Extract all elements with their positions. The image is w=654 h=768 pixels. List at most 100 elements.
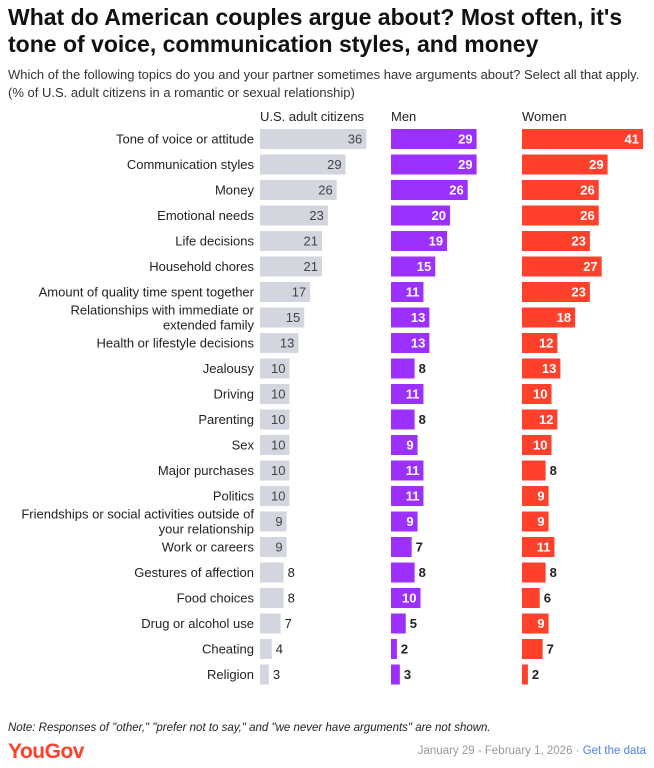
data-label-2-13: 8: [550, 463, 557, 478]
data-label-2-7: 18: [557, 310, 571, 325]
bar-2-2: [522, 180, 599, 200]
data-label-0-15: 9: [275, 514, 282, 529]
bar-1-21: [391, 664, 400, 685]
bar-2-17: [522, 562, 546, 583]
data-label-0-20: 4: [276, 642, 283, 657]
bar-2-21: [522, 664, 528, 685]
bar-2-9: [522, 358, 561, 379]
bar-0-21: [260, 664, 269, 685]
data-label-0-5: 21: [304, 259, 318, 274]
data-label-0-21: 3: [273, 667, 280, 682]
data-label-1-17: 8: [419, 565, 426, 580]
data-label-1-8: 13: [411, 336, 425, 351]
data-label-0-6: 17: [292, 285, 306, 300]
bar-0-20: [260, 639, 272, 659]
bar-0-7: [260, 307, 305, 328]
bar-2-1: [522, 154, 608, 175]
data-label-0-4: 21: [304, 234, 318, 249]
data-label-0-2: 26: [318, 183, 332, 198]
bar-0-2: [260, 180, 337, 200]
bar-2-8: [522, 333, 558, 353]
category-label-11: Parenting: [198, 412, 254, 427]
data-label-0-0: 36: [348, 132, 362, 147]
data-label-0-17: 8: [288, 565, 295, 580]
series-header-1: Men: [391, 109, 416, 124]
data-label-2-5: 27: [583, 259, 597, 274]
bar-0-11: [260, 409, 290, 430]
bar-0-19: [260, 613, 281, 634]
footer-separator: ·: [572, 745, 583, 757]
bar-1-4: [391, 231, 448, 251]
bar-0-13: [260, 460, 290, 481]
category-label-13: Major purchases: [158, 463, 255, 478]
category-label-12: Sex: [232, 438, 255, 453]
footnote: Note: Responses of "other," "prefer not …: [8, 722, 491, 734]
data-label-2-11: 12: [539, 412, 553, 427]
data-label-1-12: 9: [406, 438, 413, 453]
data-label-1-15: 9: [406, 514, 413, 529]
category-label-21: Religion: [207, 667, 254, 682]
footer: January 29 - February 1, 2026 · Get the …: [418, 745, 646, 757]
bar-2-11: [522, 409, 558, 430]
bar-2-19: [522, 613, 549, 634]
data-label-2-20: 7: [547, 642, 554, 657]
data-label-0-10: 10: [271, 387, 285, 402]
data-label-1-6: 11: [406, 285, 420, 300]
category-label-19: Drug or alcohol use: [141, 616, 254, 631]
bar-2-5: [522, 256, 602, 277]
data-label-2-18: 6: [544, 591, 551, 606]
category-label-4: Life decisions: [175, 234, 254, 249]
bar-1-5: [391, 256, 436, 277]
bar-1-12: [391, 435, 418, 455]
data-label-0-13: 10: [271, 463, 285, 478]
bar-0-9: [260, 358, 290, 379]
bar-1-8: [391, 333, 430, 353]
data-label-0-9: 10: [271, 361, 285, 376]
data-label-1-1: 29: [458, 157, 472, 172]
data-label-0-12: 10: [271, 438, 285, 453]
data-label-0-8: 13: [280, 336, 294, 351]
data-label-1-13: 11: [406, 463, 420, 478]
bar-1-9: [391, 358, 415, 379]
category-label-10: Driving: [214, 387, 254, 402]
data-label-1-20: 2: [401, 642, 408, 657]
category-label-1: Communication styles: [127, 157, 255, 172]
data-label-2-4: 23: [571, 234, 585, 249]
bar-2-3: [522, 205, 599, 226]
bar-1-16: [391, 537, 412, 557]
bar-2-12: [522, 435, 552, 455]
bar-2-20: [522, 639, 543, 659]
bar-1-20: [391, 639, 397, 659]
bar-2-7: [522, 307, 576, 328]
series-header-0: U.S. adult citizens: [260, 109, 365, 124]
date-range: January 29 - February 1, 2026: [417, 745, 573, 757]
category-label-3: Emotional needs: [157, 208, 254, 223]
bar-2-6: [522, 282, 590, 302]
data-label-1-0: 29: [458, 132, 472, 147]
bar-2-10: [522, 384, 552, 404]
data-label-0-14: 10: [271, 489, 285, 504]
bar-0-3: [260, 205, 328, 226]
chart-subtitle: Which of the following topics do you and…: [8, 67, 640, 100]
bar-1-18: [391, 588, 421, 608]
bar-2-15: [522, 511, 549, 532]
bar-1-10: [391, 384, 424, 404]
bar-1-15: [391, 511, 418, 532]
bar-2-14: [522, 486, 549, 506]
data-label-0-11: 10: [271, 412, 285, 427]
bar-2-13: [522, 460, 546, 481]
data-label-0-7: 15: [286, 310, 300, 325]
bar-1-17: [391, 562, 415, 583]
data-label-1-14: 11: [406, 489, 420, 504]
category-label-5: Household chores: [149, 259, 254, 274]
series-header-2: Women: [522, 109, 567, 124]
get-data-link[interactable]: Get the data: [582, 745, 646, 757]
bar-0-1: [260, 154, 346, 175]
bar-1-1: [391, 154, 477, 175]
data-label-2-12: 10: [533, 438, 547, 453]
data-label-2-15: 9: [537, 514, 544, 529]
bar-1-3: [391, 205, 451, 226]
bar-0-10: [260, 384, 290, 404]
data-label-0-19: 7: [285, 616, 292, 631]
category-label-9: Jealousy: [203, 361, 255, 376]
